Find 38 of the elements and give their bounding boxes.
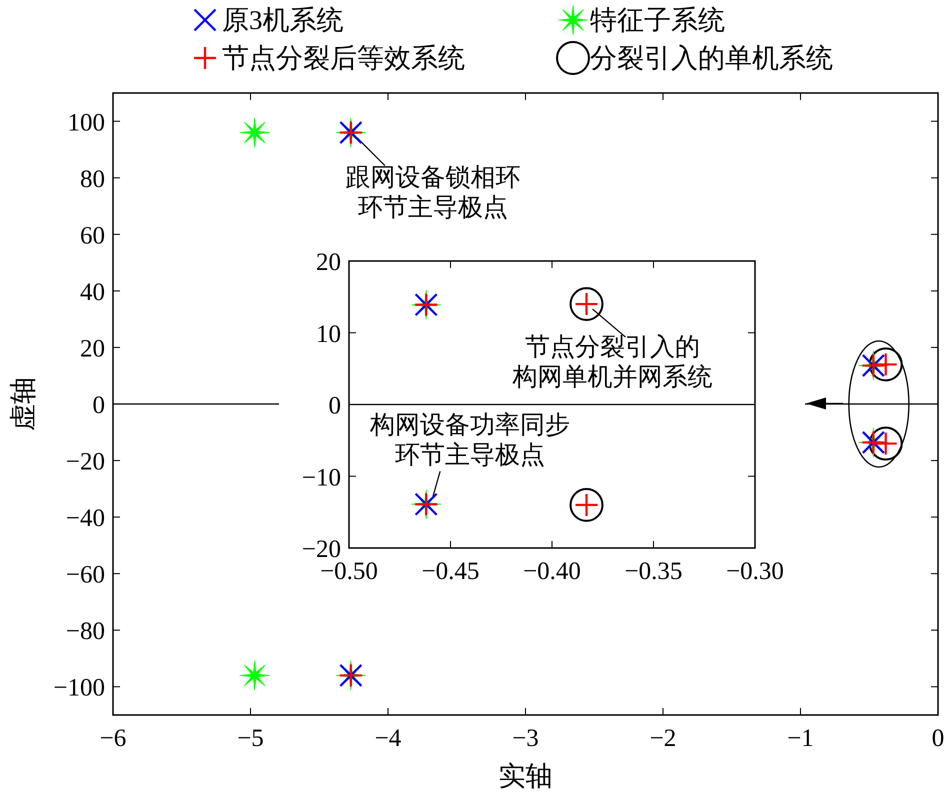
annotation: 跟网设备锁相环 [345, 164, 520, 192]
y-tick-label: 60 [80, 222, 105, 250]
x-tick-label: −5 [237, 725, 264, 752]
y-tick-label: 10 [316, 320, 341, 348]
x-tick-label: −0.35 [624, 558, 682, 585]
y-tick-label: −10 [302, 464, 341, 492]
y-tick-label: −100 [53, 674, 105, 702]
y-tick-label: −20 [66, 448, 105, 476]
annotation: 构网设备功率同步 [369, 411, 570, 440]
x-tick-label: −4 [374, 725, 402, 752]
y-tick-label: −80 [66, 618, 105, 646]
annotation: 环节主导极点 [395, 441, 546, 470]
legend-label: 特征子系统 [590, 5, 725, 35]
annotation: 环节主导极点 [358, 194, 508, 222]
x-tick-label: −0.40 [523, 558, 581, 585]
x-axis-title: 实轴 [498, 761, 552, 791]
legend-label: 原3机系统 [222, 5, 344, 35]
x-tick-label: −0.30 [726, 558, 784, 585]
y-tick-label: 20 [316, 249, 341, 276]
annotation: 构网单机并网系统 [512, 364, 713, 392]
x-tick-label: −1 [787, 725, 814, 752]
y-tick-label: 80 [80, 166, 105, 193]
y-tick-label: 40 [80, 278, 105, 306]
x-tick-label: −2 [650, 725, 676, 752]
x-tick-label: −6 [100, 725, 126, 752]
x-tick-label: 0 [932, 725, 944, 752]
y-tick-label: 0 [92, 392, 105, 419]
x-tick-label: −0.45 [422, 558, 480, 585]
y-tick-label: 20 [80, 335, 105, 362]
legend-label: 分裂引入的单机系统 [590, 43, 833, 73]
legend-label: 节点分裂后等效系统 [222, 43, 465, 73]
y-tick-label: −40 [66, 505, 105, 532]
y-axis-title: 虚轴 [8, 377, 38, 431]
y-tick-label: 0 [328, 392, 341, 420]
y-tick-label: −60 [66, 562, 105, 589]
annotation: 节点分裂引入的 [525, 334, 700, 362]
x-tick-label: −3 [512, 725, 539, 752]
y-tick-label: 100 [68, 109, 105, 136]
